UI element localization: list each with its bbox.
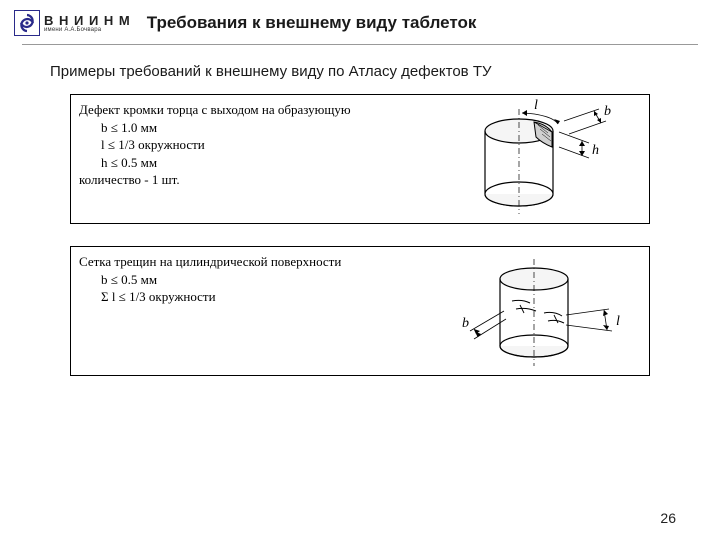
figure-2: Сетка трещин на цилиндрической поверхнос… <box>70 246 650 376</box>
page-number: 26 <box>660 510 676 526</box>
header-divider <box>22 44 698 45</box>
figure-2-text: Сетка трещин на цилиндрической поверхнос… <box>71 247 429 375</box>
label-b2: b <box>462 316 469 331</box>
label-l2: l <box>616 314 620 329</box>
figure-1-heading: Дефект кромки торца с выходом на образую… <box>79 101 421 119</box>
logo-subtext: имени А.А.Бочвара <box>44 27 131 33</box>
figure-1-text: Дефект кромки торца с выходом на образую… <box>71 95 429 223</box>
logo-icon <box>14 10 40 36</box>
figure-1-param-l: l ≤ 1/3 окружности <box>79 136 421 154</box>
header: В Н И И Н М имени А.А.Бочвара Требования… <box>0 0 720 42</box>
logo: В Н И И Н М имени А.А.Бочвара <box>14 10 131 36</box>
figure-1-qty: количество - 1 шт. <box>79 171 421 189</box>
page-title: Требования к внешнему виду таблеток <box>147 13 477 33</box>
label-l: l <box>534 99 538 113</box>
figure-1-diagram: l b h <box>429 95 649 223</box>
logo-acronym: В Н И И Н М <box>44 14 131 27</box>
figure-2-diagram: b l <box>429 247 649 375</box>
label-b: b <box>604 104 611 119</box>
figure-1-param-b: b ≤ 1.0 мм <box>79 119 421 137</box>
figure-2-param-l: Σ l ≤ 1/3 окружности <box>79 288 421 306</box>
figure-2-param-b: b ≤ 0.5 мм <box>79 271 421 289</box>
subtitle: Примеры требований к внешнему виду по Ат… <box>50 63 720 80</box>
logo-text: В Н И И Н М имени А.А.Бочвара <box>44 14 131 33</box>
label-h: h <box>592 143 599 158</box>
figure-2-heading: Сетка трещин на цилиндрической поверхнос… <box>79 253 421 271</box>
figure-1: Дефект кромки торца с выходом на образую… <box>70 94 650 224</box>
figure-1-param-h: h ≤ 0.5 мм <box>79 154 421 172</box>
